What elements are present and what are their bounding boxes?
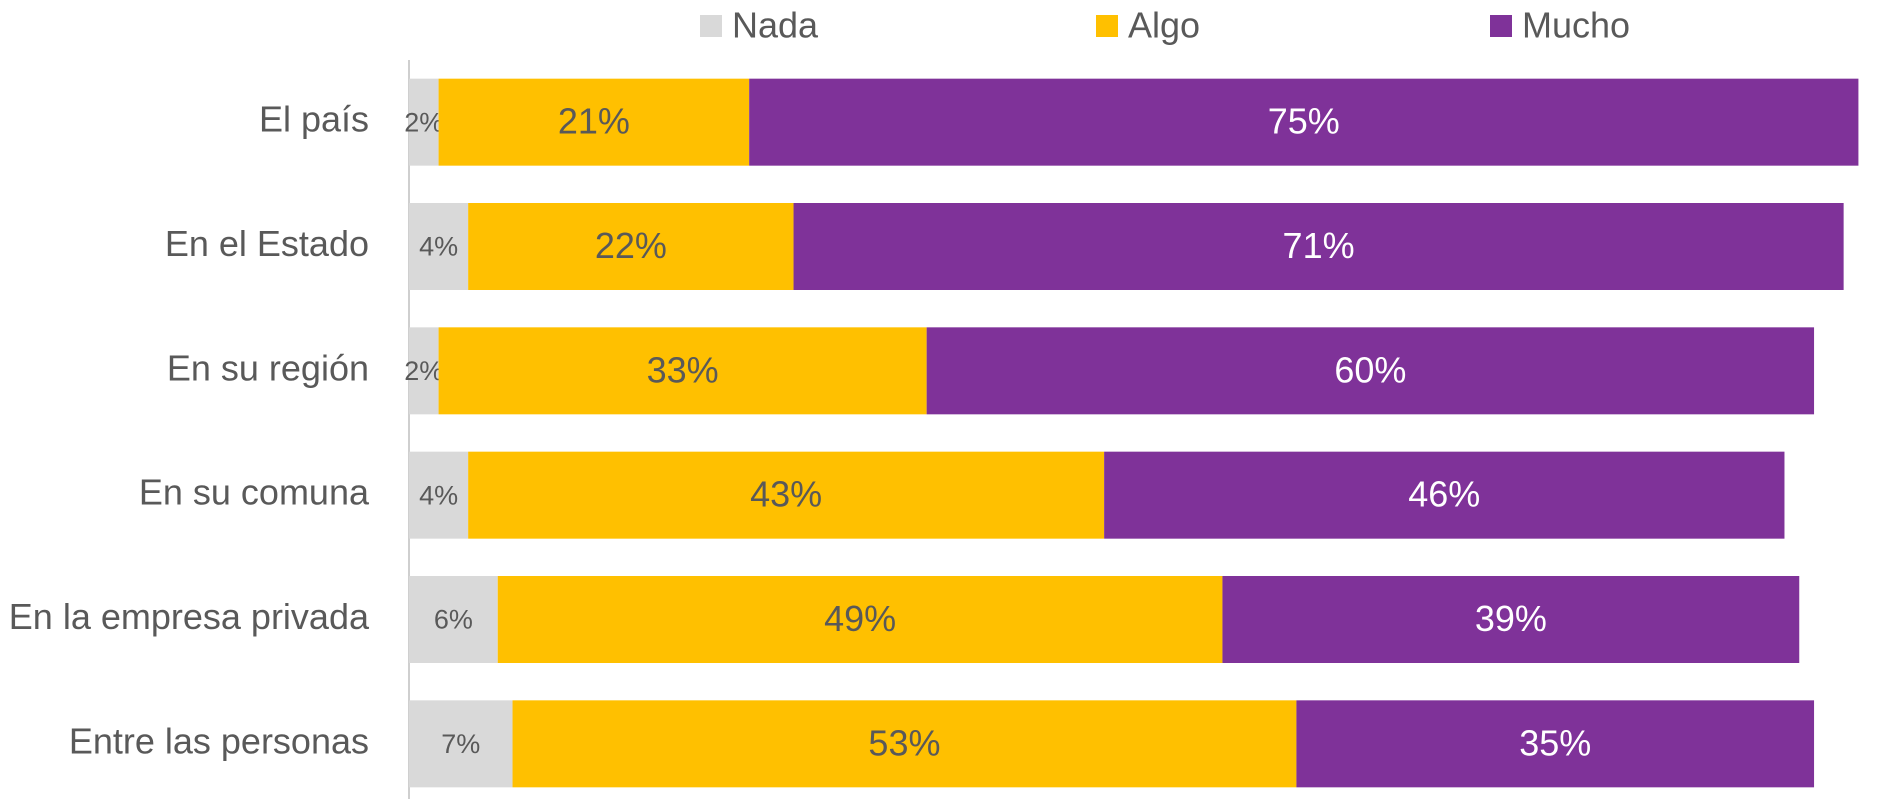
data-label: 43% bbox=[750, 474, 822, 515]
bar-segment bbox=[409, 451, 469, 539]
data-label: 21% bbox=[558, 101, 630, 142]
bar-segment bbox=[512, 700, 1297, 788]
bar-segment bbox=[438, 78, 750, 166]
data-label: 4% bbox=[419, 480, 458, 510]
bar-segment bbox=[1104, 451, 1785, 539]
data-label: 39% bbox=[1475, 598, 1547, 639]
bar-segment bbox=[497, 576, 1223, 663]
data-label: 2% bbox=[404, 356, 443, 386]
data-label: 60% bbox=[1334, 349, 1406, 390]
data-label: 53% bbox=[868, 722, 940, 763]
legend-swatch bbox=[700, 15, 722, 37]
bar-segment bbox=[409, 78, 439, 166]
data-label: 46% bbox=[1408, 474, 1480, 515]
legend-label: Nada bbox=[732, 5, 819, 46]
y-tick-label: En su región bbox=[167, 347, 369, 388]
bar-segment bbox=[438, 327, 927, 415]
legend-label: Mucho bbox=[1522, 5, 1630, 46]
data-label: 7% bbox=[441, 729, 480, 759]
bar-segment bbox=[926, 327, 1815, 415]
bar-segment bbox=[1222, 576, 1800, 663]
legend-label: Algo bbox=[1128, 5, 1200, 46]
bar-segment bbox=[468, 451, 1105, 539]
y-tick-label: Entre las personas bbox=[69, 720, 369, 761]
data-label: 33% bbox=[647, 349, 719, 390]
data-label: 35% bbox=[1519, 722, 1591, 763]
y-tick-label: En la empresa privada bbox=[9, 596, 370, 637]
bar-segment bbox=[409, 327, 439, 415]
y-tick-label: En el Estado bbox=[165, 223, 369, 264]
bar-segment bbox=[749, 78, 1859, 166]
data-label: 4% bbox=[419, 232, 458, 262]
bar-segment bbox=[793, 203, 1844, 290]
data-label: 75% bbox=[1268, 101, 1340, 142]
data-label: 2% bbox=[404, 107, 443, 137]
legend-swatch bbox=[1490, 15, 1512, 37]
y-tick-label: En su comuna bbox=[139, 472, 370, 513]
bar-segment bbox=[1296, 700, 1815, 788]
y-tick-label: El país bbox=[259, 99, 369, 140]
bar-segment bbox=[409, 203, 469, 290]
bar-segment bbox=[468, 203, 794, 290]
data-label: 22% bbox=[595, 225, 667, 266]
data-label: 6% bbox=[434, 605, 473, 635]
bar-segment bbox=[409, 576, 498, 663]
data-label: 49% bbox=[824, 598, 896, 639]
data-label: 71% bbox=[1283, 225, 1355, 266]
bar-segment bbox=[409, 700, 513, 788]
legend-swatch bbox=[1096, 15, 1118, 37]
